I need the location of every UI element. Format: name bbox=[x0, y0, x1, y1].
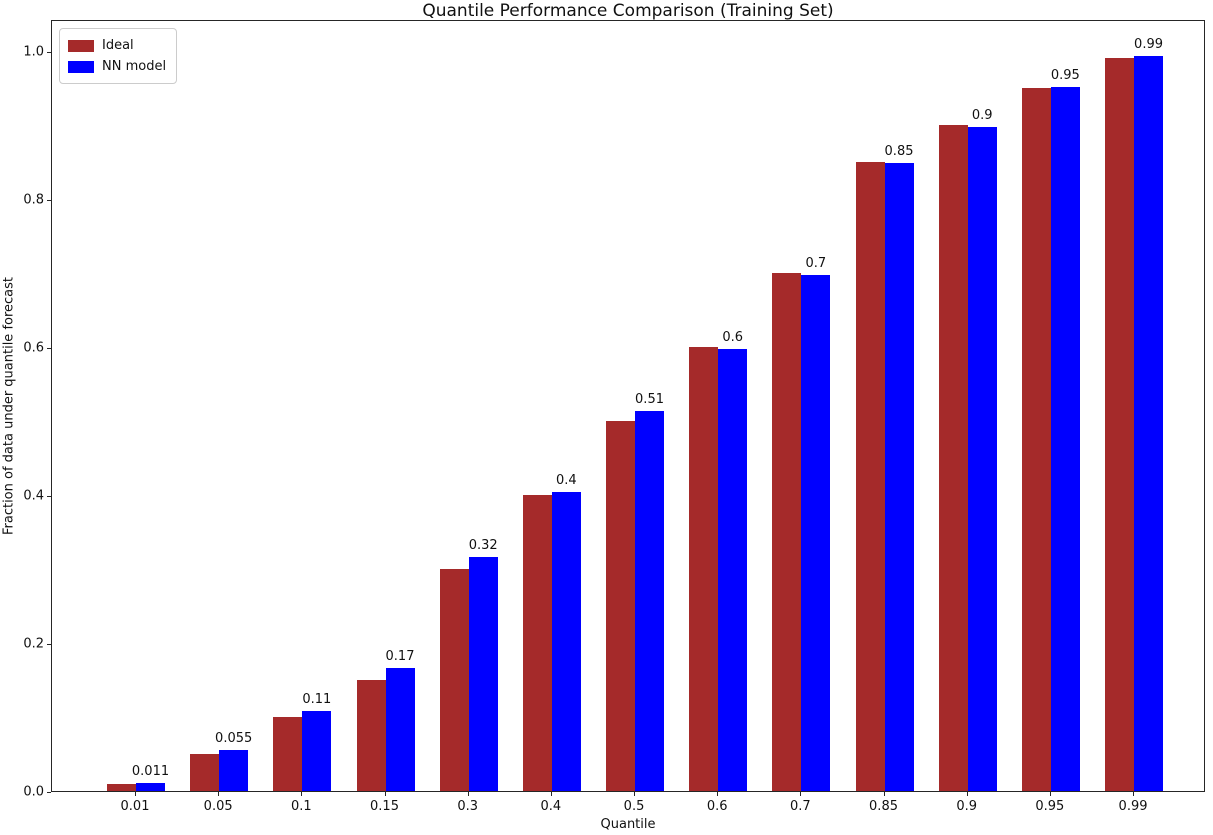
x-tick-mark bbox=[634, 792, 636, 796]
legend-swatch-ideal bbox=[68, 39, 94, 52]
bar-nn-model bbox=[302, 711, 332, 791]
x-tick-label: 0.3 bbox=[457, 799, 479, 814]
x-tick-mark bbox=[384, 792, 386, 796]
x-tick-label: 0.6 bbox=[706, 799, 728, 814]
bar-ideal bbox=[938, 125, 968, 791]
y-tick-mark bbox=[47, 52, 51, 53]
bar-nn-model bbox=[219, 750, 249, 791]
bar-value-label: 0.4 bbox=[556, 473, 577, 489]
bar-nn-model bbox=[551, 492, 581, 791]
bar-ideal bbox=[273, 717, 303, 791]
bar-nn-model bbox=[967, 127, 997, 791]
x-tick-label: 0.95 bbox=[1035, 799, 1065, 814]
bar-value-label: 0.95 bbox=[1050, 68, 1080, 84]
x-tick-mark bbox=[966, 792, 968, 796]
x-tick-mark bbox=[800, 792, 802, 796]
chart-title: Quantile Performance Comparison (Trainin… bbox=[422, 1, 834, 21]
bar-nn-model bbox=[1134, 56, 1164, 791]
x-tick-mark bbox=[1049, 792, 1051, 796]
x-axis-title: Quantile bbox=[600, 817, 656, 832]
bar-value-label: 0.99 bbox=[1134, 37, 1164, 53]
y-tick-label: 1.0 bbox=[23, 44, 44, 60]
bar-value-label: 0.17 bbox=[385, 649, 415, 665]
x-tick-mark bbox=[717, 792, 719, 796]
bar-nn-model bbox=[468, 557, 498, 791]
bar-ideal bbox=[356, 680, 386, 791]
legend-label-nn-model: NN model bbox=[102, 59, 167, 74]
bar-nn-model bbox=[385, 668, 415, 791]
y-tick-mark bbox=[47, 496, 51, 497]
bar-value-label: 0.055 bbox=[215, 731, 253, 747]
bar-ideal bbox=[1105, 58, 1135, 791]
bar-ideal bbox=[689, 347, 719, 791]
x-tick-label: 0.4 bbox=[540, 799, 562, 814]
bar-nn-model bbox=[635, 411, 665, 791]
x-tick-label: 0.85 bbox=[869, 799, 898, 814]
x-tick-mark bbox=[883, 792, 885, 796]
y-tick-mark bbox=[47, 792, 51, 793]
bar-value-label: 0.011 bbox=[131, 763, 170, 779]
bar-nn-model bbox=[136, 782, 165, 791]
x-tick-label: 0.15 bbox=[370, 799, 399, 814]
legend-item-nn-model: NN model bbox=[68, 56, 166, 77]
bar-ideal bbox=[107, 783, 136, 791]
bar-value-label: 0.7 bbox=[805, 256, 827, 272]
x-tick-label: 0.99 bbox=[1118, 799, 1148, 814]
y-tick-mark bbox=[47, 348, 51, 349]
bar-value-label: 0.85 bbox=[884, 144, 914, 160]
bar-ideal bbox=[855, 162, 885, 791]
y-tick-label: 0.0 bbox=[23, 784, 44, 800]
bar-nn-model bbox=[884, 163, 914, 791]
y-tick-mark bbox=[47, 200, 51, 201]
bar-value-label: 0.11 bbox=[302, 692, 332, 708]
bar-ideal bbox=[606, 421, 636, 791]
x-tick-label: 0.5 bbox=[623, 799, 645, 814]
x-tick-mark bbox=[301, 792, 303, 796]
bar-ideal bbox=[190, 754, 220, 791]
x-tick-label: 0.01 bbox=[120, 799, 150, 814]
y-tick-label: 0.2 bbox=[23, 636, 44, 652]
bar-nn-model bbox=[801, 275, 831, 791]
bar-nn-model bbox=[1050, 87, 1080, 791]
bar-value-label: 0.9 bbox=[971, 108, 993, 124]
bar-ideal bbox=[439, 569, 469, 791]
x-tick-mark bbox=[550, 792, 552, 796]
bar-ideal bbox=[1021, 88, 1051, 791]
y-tick-mark bbox=[47, 644, 51, 645]
x-tick-mark bbox=[135, 792, 136, 796]
x-tick-mark bbox=[467, 792, 469, 796]
y-tick-label: 0.8 bbox=[23, 192, 44, 208]
y-tick-label: 0.6 bbox=[23, 340, 44, 356]
x-tick-label: 0.05 bbox=[203, 799, 233, 814]
x-tick-mark bbox=[1133, 792, 1135, 796]
x-tick-label: 0.9 bbox=[956, 799, 978, 814]
legend-item-ideal: Ideal bbox=[68, 35, 166, 56]
legend-swatch-nn-model bbox=[68, 60, 94, 73]
bar-ideal bbox=[772, 273, 802, 791]
y-tick-label: 0.4 bbox=[23, 488, 44, 504]
bar-value-label: 0.51 bbox=[635, 392, 664, 408]
bar-value-label: 0.32 bbox=[468, 538, 498, 554]
legend: Ideal NN model bbox=[59, 28, 178, 84]
plot-area: 0.011 0.055 0.11 0.17 0.32 0.4 0.51 0.6 0.7 0.85 0… bbox=[51, 20, 1205, 792]
x-tick-label: 0.1 bbox=[290, 799, 312, 814]
x-tick-label: 0.7 bbox=[790, 799, 811, 814]
bar-value-label: 0.6 bbox=[722, 330, 744, 346]
bar-ideal bbox=[522, 495, 552, 791]
legend-label-ideal: Ideal bbox=[102, 38, 134, 53]
bar-nn-model bbox=[718, 349, 748, 791]
x-tick-mark bbox=[218, 792, 220, 796]
